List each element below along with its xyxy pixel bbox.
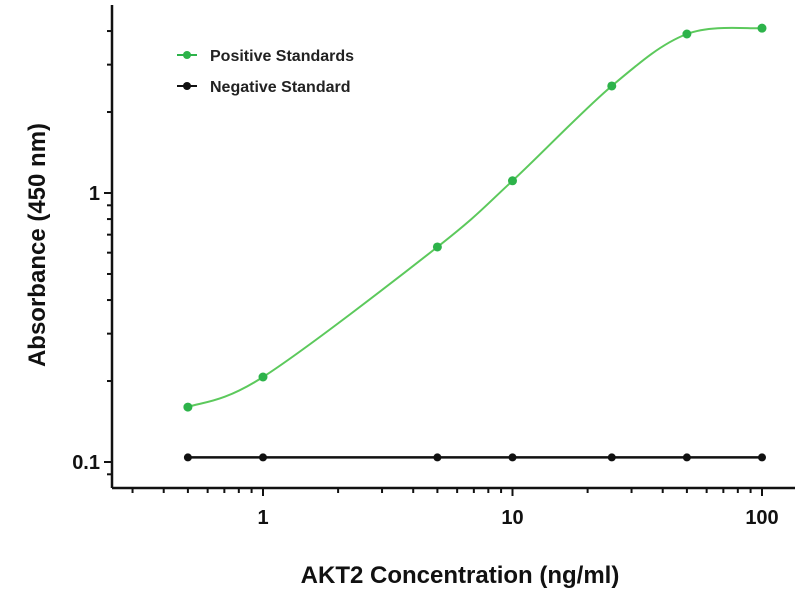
negative-standard-point: [183, 453, 192, 462]
negative-standard-point: [607, 453, 616, 462]
x-axis-title: AKT2 Concentration (ng/ml): [301, 562, 620, 589]
positive-standard-point: [757, 23, 767, 33]
legend-marker-positive: [183, 51, 191, 59]
positive-standard-point: [258, 372, 268, 382]
x-tick-label: 100: [745, 507, 778, 529]
positive-standard-point: [607, 81, 617, 91]
y-tick-label: 0.1: [72, 452, 100, 474]
y-axis-title: Absorbance (450 nm): [24, 123, 51, 367]
legend-marker-negative: [183, 82, 191, 90]
negative-standard-point: [433, 453, 442, 462]
positive-standard-point: [432, 242, 442, 252]
negative-standard-point: [682, 453, 691, 462]
positive-standard-point: [183, 402, 193, 412]
legend-label-negative: Negative Standard: [210, 79, 350, 96]
y-tick-label: 1: [89, 183, 100, 205]
negative-standard-point: [758, 453, 766, 462]
x-tick-label: 1: [257, 507, 268, 529]
positive-standard-point: [508, 176, 517, 186]
positive-standard-point: [682, 29, 692, 39]
negative-standard-point: [259, 453, 267, 462]
axes: 1 10 100 0.1 1: [72, 5, 795, 529]
legend-label-positive: Positive Standards: [210, 48, 354, 65]
negative-standard-point: [508, 453, 517, 462]
series-layer: [183, 23, 767, 462]
legend: Positive Standards Negative Standard: [177, 48, 354, 96]
x-tick-label: 10: [501, 507, 523, 529]
